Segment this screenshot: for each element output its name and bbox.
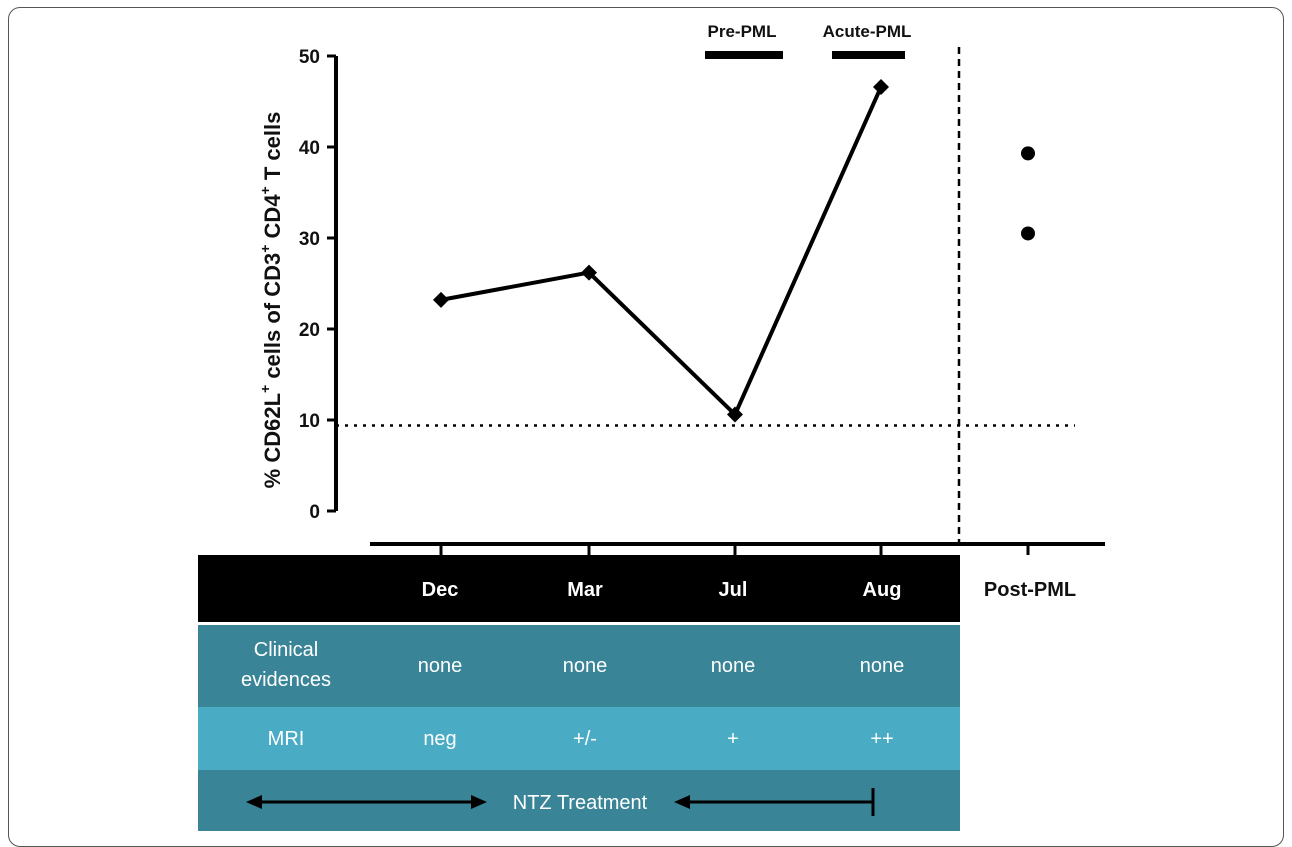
table-header-mar: Mar xyxy=(567,579,603,601)
post-pml-point-2 xyxy=(1021,226,1035,241)
table-header-post-pml: Post-PML xyxy=(984,579,1076,601)
y-tick-label-30: 30 xyxy=(299,229,320,250)
y-ticks: 0 10 20 30 40 50 xyxy=(299,47,336,523)
series-line xyxy=(440,86,883,418)
table-header-dec: Dec xyxy=(422,579,459,601)
table-header-aug: Aug xyxy=(863,579,902,601)
treatment-arrow-left xyxy=(246,795,487,809)
mri-jul: + xyxy=(727,728,739,750)
phase-bar-pre-pml xyxy=(705,51,783,59)
y-tick-label-50: 50 xyxy=(299,47,320,68)
phase-acute-pml: Acute-PML xyxy=(823,22,912,59)
phase-bar-acute-pml xyxy=(832,51,905,59)
data-point-mar xyxy=(581,264,597,281)
row-label-clinical-line1: Clinical xyxy=(254,639,318,661)
table-header-jul: Jul xyxy=(719,579,748,601)
table-row-clinical xyxy=(198,625,960,707)
treatment-arrow-right xyxy=(674,788,875,816)
timeline-table: Dec Mar Jul Aug Post-PML Clinical eviden… xyxy=(198,555,1076,831)
x-ticks xyxy=(439,544,1030,555)
mri-aug: ++ xyxy=(870,728,893,750)
data-point-dec xyxy=(433,291,449,308)
clinical-jul: none xyxy=(711,655,756,677)
mri-mar: +/- xyxy=(573,728,597,750)
clinical-mar: none xyxy=(563,655,608,677)
data-point-aug xyxy=(873,78,889,95)
data-point-jul xyxy=(727,406,743,423)
post-pml-point-1 xyxy=(1021,146,1035,161)
clinical-dec: none xyxy=(418,655,463,677)
row-label-mri: MRI xyxy=(268,728,305,750)
treatment-label: NTZ Treatment xyxy=(513,792,648,814)
y-tick-label-40: 40 xyxy=(299,138,320,159)
y-tick-label-20: 20 xyxy=(299,320,320,341)
phase-label-pre-pml: Pre-PML xyxy=(708,22,777,41)
phase-pre-pml: Pre-PML xyxy=(705,22,783,59)
phase-label-acute-pml: Acute-PML xyxy=(823,22,912,41)
y-tick-label-10: 10 xyxy=(299,411,320,432)
series-points xyxy=(433,78,889,423)
post-pml-points xyxy=(1021,146,1035,241)
table-header-row xyxy=(198,555,960,622)
clinical-aug: none xyxy=(860,655,905,677)
table-row-mri xyxy=(198,707,960,770)
mri-dec: neg xyxy=(423,728,456,750)
y-axis-title: % CD62L+ cells of CD3+ CD4+ T cells xyxy=(257,112,285,489)
row-label-clinical-line2: evidences xyxy=(241,669,331,691)
series-polyline xyxy=(440,86,883,418)
y-tick-label-0: 0 xyxy=(309,502,320,523)
